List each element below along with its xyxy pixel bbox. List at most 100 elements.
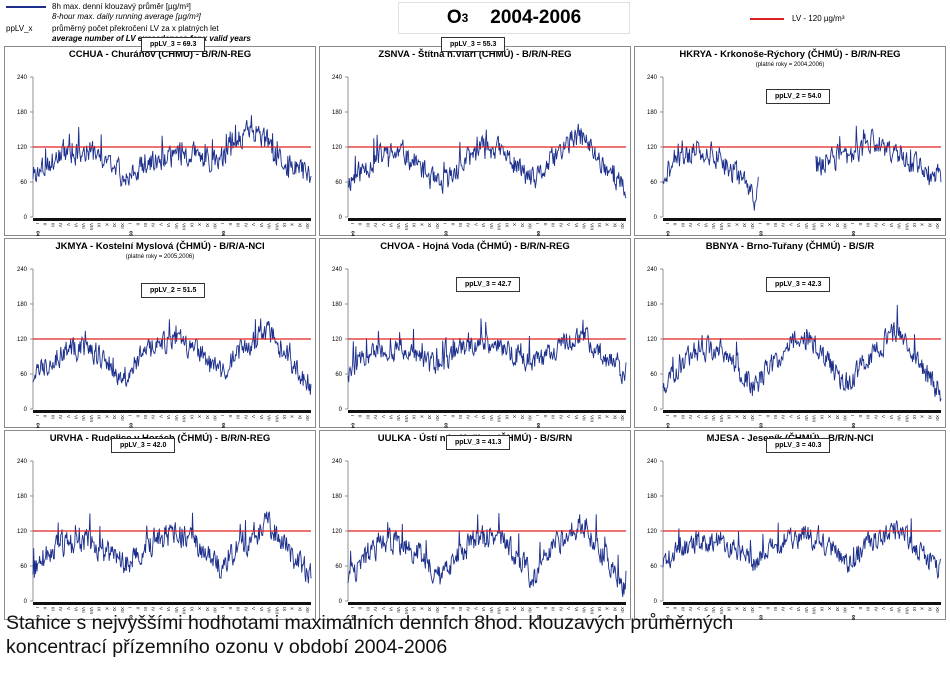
title-years: 2004-2006 — [490, 7, 582, 28]
y-tick-label: 0 — [24, 599, 28, 605]
x-month-label: XI — [427, 415, 432, 419]
x-month-label: XI — [927, 607, 932, 611]
ozone-series-line — [662, 518, 942, 580]
x-month-label: VI — [259, 415, 264, 419]
x-month-label: I — [535, 415, 540, 416]
x-month-label: VI — [796, 223, 801, 227]
x-month-label: III — [773, 415, 778, 419]
x-month-label: IX — [282, 607, 287, 611]
x-month-label: IV — [151, 607, 156, 612]
y-tick-label: 240 — [332, 75, 343, 81]
x-year-label: 04 — [36, 615, 41, 621]
x-month-label: II — [228, 415, 233, 418]
y-tick-label: 120 — [647, 337, 658, 343]
x-month-label: XI — [520, 607, 525, 611]
y-tick-label: 180 — [647, 110, 658, 116]
x-month-label: XI — [612, 223, 617, 227]
ozone-series-line — [662, 140, 759, 211]
x-month-label: XI — [205, 223, 210, 227]
x-month-label: XII — [620, 415, 625, 421]
x-month-label: X — [827, 415, 832, 418]
x-month-label: X — [197, 607, 202, 610]
x-month-label: VI — [73, 223, 78, 227]
x-axis-bar — [348, 602, 626, 605]
x-month-label: III — [680, 415, 685, 419]
x-month-label: III — [143, 607, 148, 611]
x-month-label: VII — [267, 223, 272, 229]
x-month-label: V — [251, 223, 256, 227]
x-month-label: XI — [205, 607, 210, 611]
y-tick-label: 180 — [17, 302, 28, 308]
chart-panel: MJESA - Jeseník (ČHMÚ) - B/R/N-NCI060120… — [634, 430, 946, 621]
x-month-label: I — [758, 415, 763, 416]
x-month-label: I — [850, 415, 855, 416]
x-month-label: VIII — [719, 223, 724, 230]
limit-legend: LV - 120 µg/m³ — [750, 14, 844, 23]
limit-legend-line — [750, 17, 784, 20]
x-month-label: XI — [112, 607, 117, 611]
x-month-label: IV — [373, 223, 378, 228]
x-month-label: VIII — [404, 607, 409, 614]
chart-panel: JKMYA - Kostelní Myslová (ČHMÚ) - B/R/A-… — [4, 238, 316, 429]
x-month-label: III — [236, 415, 241, 419]
y-tick-label: 120 — [332, 529, 343, 535]
x-month-label: III — [773, 223, 778, 227]
x-year-label: 04 — [666, 423, 671, 429]
x-month-label: XI — [297, 607, 302, 611]
x-month-label: X — [512, 415, 517, 418]
x-month-label: XII — [212, 415, 217, 421]
y-tick-label: 60 — [335, 180, 342, 186]
chart-panel: CCHUA - Churáňov (ČHMÚ) - B/R/N-REG 0 60 12… — [4, 37, 316, 237]
x-month-label: II — [135, 607, 140, 610]
x-month-label: IX — [412, 415, 417, 419]
x-month-label: II — [358, 223, 363, 226]
x-month-label: VII — [267, 607, 272, 613]
x-month-label: V — [381, 607, 386, 611]
x-month-label: X — [419, 415, 424, 418]
x-year-label: 05 — [443, 231, 448, 237]
x-month-label: IV — [373, 607, 378, 612]
y-tick-label: 60 — [20, 180, 27, 186]
x-year-label: 05 — [443, 615, 448, 621]
x-year-label: 05 — [128, 231, 133, 237]
y-tick-label: 60 — [20, 564, 27, 570]
x-month-label: VII — [489, 607, 494, 613]
pplv-box: ppLV_3 = 40.3 — [766, 438, 831, 453]
x-year-label: 05 — [758, 231, 763, 237]
x-month-label: I — [128, 223, 133, 224]
x-month-label: III — [50, 223, 55, 227]
pplv-box: ppLV_3 = 69.3 — [141, 37, 206, 52]
x-month-label: I — [443, 607, 448, 608]
x-month-label: II — [43, 223, 48, 226]
x-month-label: X — [197, 415, 202, 418]
x-month-label: I — [758, 607, 763, 608]
x-month-label: IX — [727, 223, 732, 227]
x-month-label: IV — [873, 415, 878, 420]
x-month-label: X — [920, 223, 925, 226]
x-month-label: I — [850, 607, 855, 608]
x-month-label: X — [827, 607, 832, 610]
x-month-label: XI — [112, 415, 117, 419]
x-month-label: XII — [212, 607, 217, 613]
pplv-box: ppLV_3 = 41.3 — [446, 435, 511, 450]
x-month-label: XII — [935, 415, 940, 421]
x-year-label: 06 — [221, 423, 226, 429]
y-tick-label: 180 — [647, 302, 658, 308]
x-month-label: XII — [620, 223, 625, 229]
x-month-label: IX — [189, 415, 194, 419]
x-month-label: III — [680, 607, 685, 611]
x-month-label: IX — [504, 415, 509, 419]
x-month-label: IV — [873, 607, 878, 612]
x-month-label: XII — [935, 607, 940, 613]
x-month-label: IX — [912, 223, 917, 227]
x-month-label: II — [858, 607, 863, 610]
x-month-label: V — [696, 223, 701, 227]
x-year-label: 06 — [536, 615, 541, 621]
x-month-label: XI — [205, 415, 210, 419]
x-month-label: IV — [558, 223, 563, 228]
x-month-label: XII — [527, 607, 532, 613]
